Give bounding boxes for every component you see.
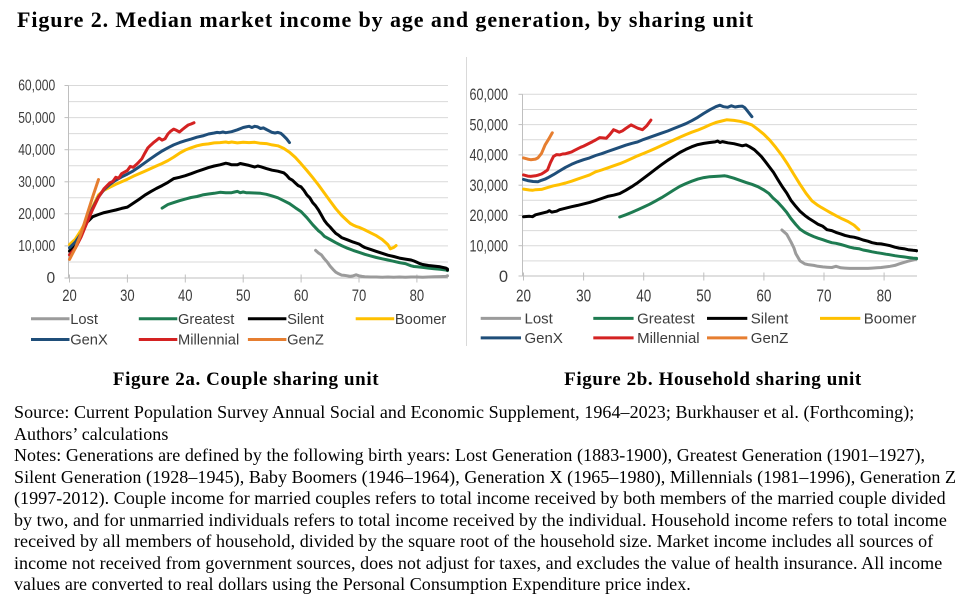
svg-text:30: 30 bbox=[120, 287, 135, 305]
svg-text:40,000: 40,000 bbox=[470, 147, 509, 165]
svg-text:70: 70 bbox=[352, 287, 367, 305]
svg-text:50,000: 50,000 bbox=[18, 110, 55, 127]
svg-text:GenX: GenX bbox=[70, 333, 108, 349]
svg-text:GenX: GenX bbox=[525, 330, 563, 347]
svg-text:20,000: 20,000 bbox=[18, 206, 55, 223]
svg-text:10,000: 10,000 bbox=[470, 238, 509, 256]
svg-text:Silent: Silent bbox=[287, 312, 324, 328]
svg-text:10,000: 10,000 bbox=[18, 238, 55, 255]
svg-text:30,000: 30,000 bbox=[18, 174, 55, 191]
svg-text:Millennial: Millennial bbox=[637, 330, 700, 347]
svg-text:50: 50 bbox=[236, 287, 251, 305]
svg-text:60: 60 bbox=[294, 287, 309, 305]
svg-text:30,000: 30,000 bbox=[470, 177, 509, 195]
svg-text:Silent: Silent bbox=[751, 311, 789, 328]
svg-text:GenZ: GenZ bbox=[751, 330, 789, 347]
svg-text:Boomer: Boomer bbox=[395, 312, 447, 328]
svg-text:20: 20 bbox=[62, 287, 77, 305]
svg-text:80: 80 bbox=[877, 285, 892, 305]
svg-text:Greatest: Greatest bbox=[178, 312, 234, 328]
svg-text:30: 30 bbox=[576, 285, 591, 305]
svg-text:20: 20 bbox=[516, 285, 531, 305]
svg-text:0: 0 bbox=[499, 268, 508, 286]
svg-text:80: 80 bbox=[410, 287, 425, 305]
svg-text:60,000: 60,000 bbox=[18, 78, 55, 95]
svg-text:70: 70 bbox=[817, 285, 832, 305]
svg-text:20,000: 20,000 bbox=[470, 207, 509, 225]
svg-text:40: 40 bbox=[636, 285, 651, 305]
svg-text:60,000: 60,000 bbox=[470, 86, 509, 104]
svg-text:Millennial: Millennial bbox=[178, 333, 239, 349]
svg-text:Lost: Lost bbox=[525, 311, 554, 328]
svg-text:50: 50 bbox=[696, 285, 711, 305]
svg-text:Lost: Lost bbox=[70, 312, 98, 328]
svg-text:GenZ: GenZ bbox=[287, 333, 324, 349]
svg-text:Greatest: Greatest bbox=[637, 311, 695, 328]
svg-text:0: 0 bbox=[47, 270, 56, 287]
svg-text:Boomer: Boomer bbox=[864, 311, 917, 328]
svg-text:60: 60 bbox=[756, 285, 771, 305]
svg-text:40: 40 bbox=[178, 287, 193, 305]
svg-text:40,000: 40,000 bbox=[18, 142, 55, 159]
svg-text:50,000: 50,000 bbox=[470, 116, 509, 134]
